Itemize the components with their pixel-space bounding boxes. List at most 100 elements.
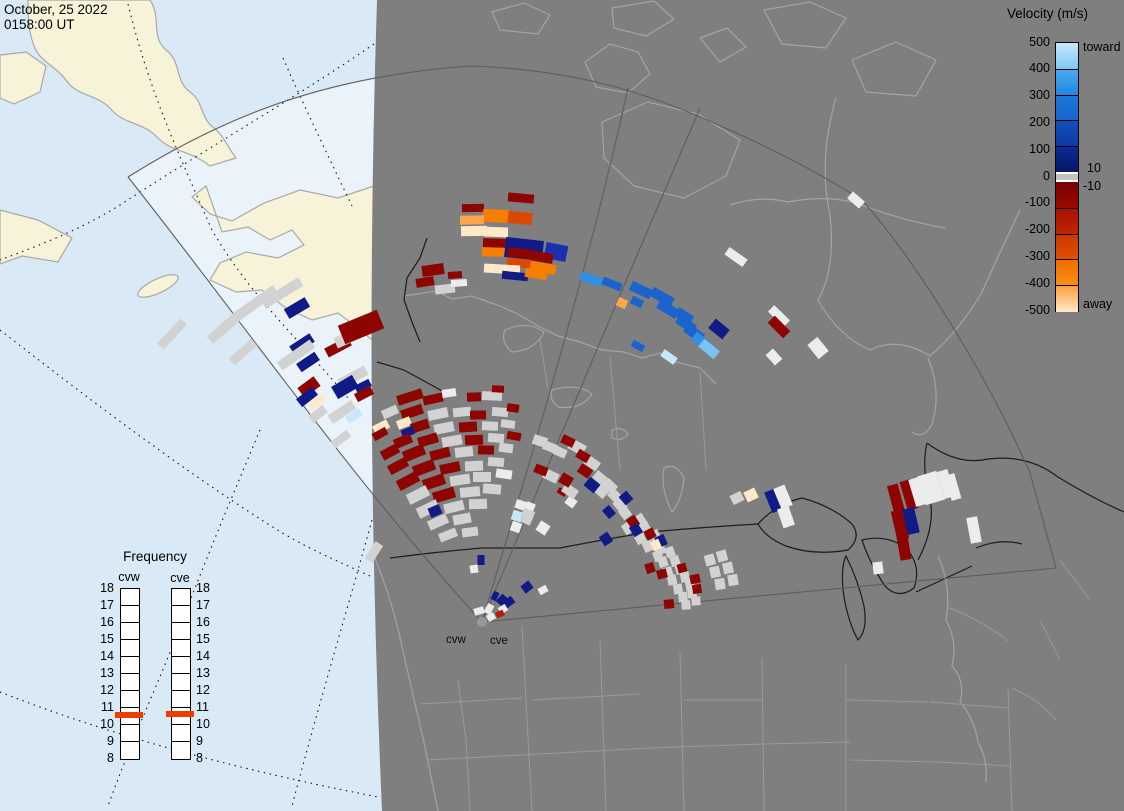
frequency-scale-label-left: 11: [101, 700, 114, 714]
frequency-scale-label-left: 8: [107, 751, 114, 765]
velocity-cell: [535, 520, 551, 536]
velocity-cell: [482, 238, 508, 248]
colorbar-segment: [1056, 68, 1078, 96]
velocity-cell: [483, 226, 509, 238]
velocity-cell: [672, 583, 684, 595]
velocity-cell: [509, 520, 523, 534]
velocity-cell: [656, 568, 668, 580]
frequency-scale-label-right: 15: [196, 632, 210, 646]
velocity-cell: [454, 446, 474, 458]
colorbar-segment: [1056, 207, 1078, 235]
velocity-cell: [426, 513, 450, 531]
velocity-cell: [660, 349, 678, 365]
velocity-cell: [482, 209, 510, 223]
velocity-cell: [537, 584, 549, 596]
velocity-cell: [507, 247, 531, 259]
timestamp-date: October, 25 2022: [4, 2, 108, 17]
velocity-cell: [477, 445, 495, 455]
velocity-cell: [495, 593, 509, 607]
velocity-legend-title: Velocity (m/s): [1007, 6, 1089, 21]
velocity-cell: [628, 280, 654, 300]
frequency-scale-label-right: 16: [196, 615, 210, 629]
frequency-scale-label-left: 18: [100, 581, 114, 595]
velocity-cell: [228, 338, 258, 366]
frequency-cell: [121, 657, 139, 674]
velocity-cell: [689, 573, 701, 585]
velocity-tick-label: 0: [1043, 168, 1050, 183]
velocity-cell: [767, 315, 791, 339]
velocity-cell: [917, 470, 945, 506]
frequency-column-cvw: [120, 588, 140, 760]
velocity-cell: [421, 263, 445, 277]
velocity-cell: [520, 507, 536, 521]
velocity-cell: [715, 549, 729, 563]
velocity-cell: [481, 391, 503, 401]
velocity-cell: [727, 573, 739, 587]
velocity-cell: [902, 506, 920, 536]
velocity-cell: [460, 225, 488, 237]
velocity-cell: [669, 554, 681, 568]
velocity-cell: [655, 299, 681, 319]
colorbar-segment: [1056, 146, 1078, 173]
frequency-scale-label-right: 18: [196, 581, 210, 595]
land-siberia: [27, 0, 238, 167]
velocity-cell: [386, 456, 410, 476]
frequency-column-cve: [171, 588, 191, 760]
velocity-cell: [679, 571, 691, 583]
velocity-cell: [392, 432, 414, 450]
velocity-cell: [629, 295, 645, 309]
velocity-cell: [481, 247, 507, 257]
velocity-cell: [533, 463, 549, 477]
frequency-scale-label-right: 13: [196, 666, 210, 680]
velocity-cell: [431, 486, 457, 504]
velocity-tick-label: 500: [1029, 34, 1050, 49]
fan-divider-cvw: [481, 87, 629, 623]
velocity-cell: [482, 483, 502, 495]
frequency-scale-label-right: 14: [196, 649, 210, 663]
frequency-cell: [121, 708, 139, 725]
velocity-cell: [890, 509, 910, 541]
velocity-cell: [676, 562, 688, 574]
fan-right-edge: [481, 567, 1057, 623]
frequency-cell: [121, 674, 139, 691]
velocity-cell: [729, 490, 745, 506]
velocity-cell: [395, 471, 421, 491]
radar-label-cvw: cvw: [446, 634, 466, 646]
velocity-cell: [575, 448, 591, 464]
velocity-cell: [473, 606, 485, 616]
velocity-cell: [721, 561, 735, 575]
velocity-cell: [899, 479, 919, 511]
velocity-tick-label: -300: [1024, 248, 1050, 263]
velocity-cell: [765, 348, 783, 366]
frequency-cell: [172, 742, 190, 758]
velocity-cell: [649, 286, 675, 308]
velocity-cell: [944, 473, 962, 501]
frequency-legend-title: Frequency: [123, 549, 187, 564]
frequency-scale-label-left: 12: [100, 683, 114, 697]
velocity-cell: [681, 600, 691, 610]
frequency-scale-label-left: 15: [100, 632, 114, 646]
velocity-cell: [767, 305, 791, 327]
frequency-cell: [121, 623, 139, 640]
velocity-cell: [461, 526, 479, 538]
velocity-cell: [966, 516, 982, 544]
velocity-cell: [601, 276, 623, 292]
velocity-cell: [466, 392, 482, 402]
velocity-cell: [618, 490, 634, 506]
timestamp-time: 0158:00 UT: [4, 17, 75, 32]
velocity-cell: [506, 430, 522, 442]
velocity-tick-label: -100: [1024, 195, 1050, 210]
velocity-tick-label: 400: [1029, 61, 1050, 76]
velocity-cell: [502, 595, 516, 609]
velocity-cell: [677, 591, 689, 603]
velocity-cell: [506, 403, 520, 413]
velocity-cell: [307, 392, 327, 412]
velocity-cell: [330, 429, 352, 449]
velocity-cell: [331, 374, 359, 400]
velocity-cell: [371, 426, 389, 442]
velocity-cell: [459, 486, 481, 498]
velocity-cell: [714, 577, 726, 591]
frequency-scale-label-right: 17: [196, 598, 210, 612]
velocity-cell: [708, 318, 730, 340]
velocity-cell: [371, 419, 391, 435]
